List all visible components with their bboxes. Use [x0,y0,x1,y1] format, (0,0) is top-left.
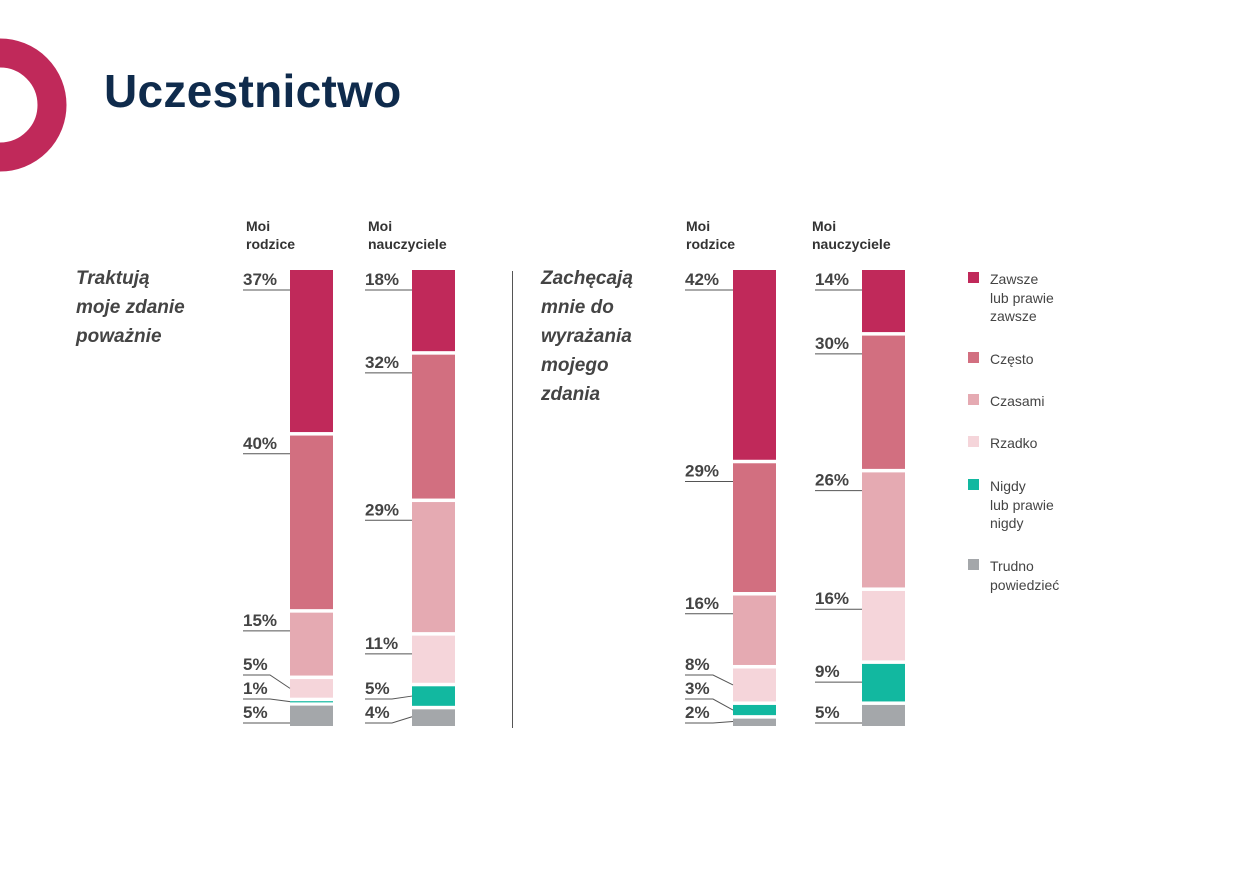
value-label-q1-parents-always: 37% [243,270,277,289]
value-label-q2-teachers-hard-to-say: 5% [815,703,840,722]
value-label-q1-teachers-rarely: 11% [365,634,398,653]
value-label-q1-teachers-never: 5% [365,679,390,698]
bar-segment-q1-parents-hard-to-say [290,705,333,726]
leader-line-q1-parents-rarely [243,674,291,689]
column-header-q2-parents: Moi rodzice [686,218,736,252]
value-label-q1-teachers-sometimes: 29% [365,500,399,519]
value-label-q2-parents-hard-to-say: 2% [685,703,710,722]
question-2-text: Zachęcają mnie do wyrażania mojego zdani… [541,268,633,405]
value-label-q1-teachers-always: 18% [365,270,399,289]
bar-segment-q2-teachers-hard-to-say [862,704,905,726]
legend-swatch-sometimes [968,394,979,405]
leader-line-q2-parents-hard-to-say [685,720,734,724]
bar-segment-q1-teachers-always [412,270,455,352]
value-label-q2-parents-rarely: 8% [685,655,710,674]
leader-line-q1-teachers-hard-to-say [365,716,413,724]
bar-segment-q1-teachers-often [412,354,455,499]
leader-line-q2-parents-never [685,698,734,711]
legend-label-sometimes: Czasami [990,393,1045,409]
bar-segment-q2-parents-sometimes [733,595,776,665]
column-header-q2-teachers: Moi nauczyciele [812,218,891,252]
value-label-q1-teachers-often: 32% [365,353,399,372]
page-title: Uczestnictwo [104,65,402,117]
column-header-q1-teachers: Moi nauczyciele [368,218,447,252]
bar-segment-q1-teachers-never [412,686,455,706]
value-label-q2-teachers-always: 14% [815,270,849,289]
bar-segment-q1-parents-never [290,701,333,703]
leader-line-q1-teachers-never [365,695,413,700]
bar-segment-q1-parents-rarely [290,679,333,698]
value-label-q2-teachers-often: 30% [815,334,849,353]
decorative-ring [0,38,67,172]
bar-segment-q2-teachers-never [862,663,905,702]
bar-segment-q2-teachers-always [862,270,905,333]
bar-segment-q2-teachers-often [862,335,905,469]
bar-segment-q1-parents-sometimes [290,612,333,676]
bar-segment-q2-teachers-sometimes [862,472,905,588]
bar-segment-q1-parents-always [290,270,333,433]
question-1-label: Traktują moje zdanie poważnie [76,264,185,351]
legend-swatch-always [968,272,979,283]
value-label-q1-parents-rarely: 5% [243,655,268,674]
value-label-q2-teachers-sometimes: 26% [815,471,849,490]
value-label-q1-parents-hard-to-say: 5% [243,703,268,722]
legend-label-often: Często [990,351,1034,367]
bar-segment-q1-teachers-sometimes [412,502,455,633]
value-label-q2-parents-often: 29% [685,462,719,481]
bar-segment-q2-parents-often [733,463,776,593]
bar-segment-q2-parents-rarely [733,668,776,702]
column-header-q1-parents: Moi rodzice [246,218,296,252]
question-1-text: Traktują moje zdanie poważnie [76,268,185,347]
legend-swatch-rarely [968,436,979,447]
value-label-q2-parents-never: 3% [685,679,710,698]
bar-segment-q2-parents-never [733,704,776,716]
legend-label-never: Nigdy lub prawie nigdy [990,478,1054,531]
question-2-label: Zachęcają mnie do wyrażania mojego zdani… [541,264,633,409]
legend-swatch-never [968,479,979,490]
bar-segment-q1-parents-often [290,435,333,610]
value-label-q2-teachers-rarely: 16% [815,589,849,608]
group-divider [512,271,513,728]
legend-label-rarely: Rzadko [990,435,1038,451]
value-label-q1-parents-never: 1% [243,679,268,698]
legend-label-hard-to-say: Trudno powiedzieć [990,558,1060,593]
legend-swatch-often [968,352,979,363]
value-label-q2-teachers-never: 9% [815,662,840,681]
value-label-q1-teachers-hard-to-say: 4% [365,703,390,722]
legend-label-always: Zawsze lub prawie zawsze [990,271,1054,324]
value-label-q2-parents-always: 42% [685,270,719,289]
leader-line-q1-parents-never [243,698,291,703]
value-label-q1-parents-often: 40% [243,434,277,453]
value-label-q2-parents-sometimes: 16% [685,594,719,613]
bar-segment-q1-teachers-hard-to-say [412,709,455,726]
bar-segment-q1-teachers-rarely [412,635,455,683]
bar-segment-q2-parents-hard-to-say [733,718,776,726]
bar-segment-q2-parents-always [733,270,776,460]
leader-line-q2-parents-rarely [685,674,734,686]
legend-swatch-hard-to-say [968,559,979,570]
value-label-q1-parents-sometimes: 15% [243,611,277,630]
bar-segment-q2-teachers-rarely [862,590,905,661]
